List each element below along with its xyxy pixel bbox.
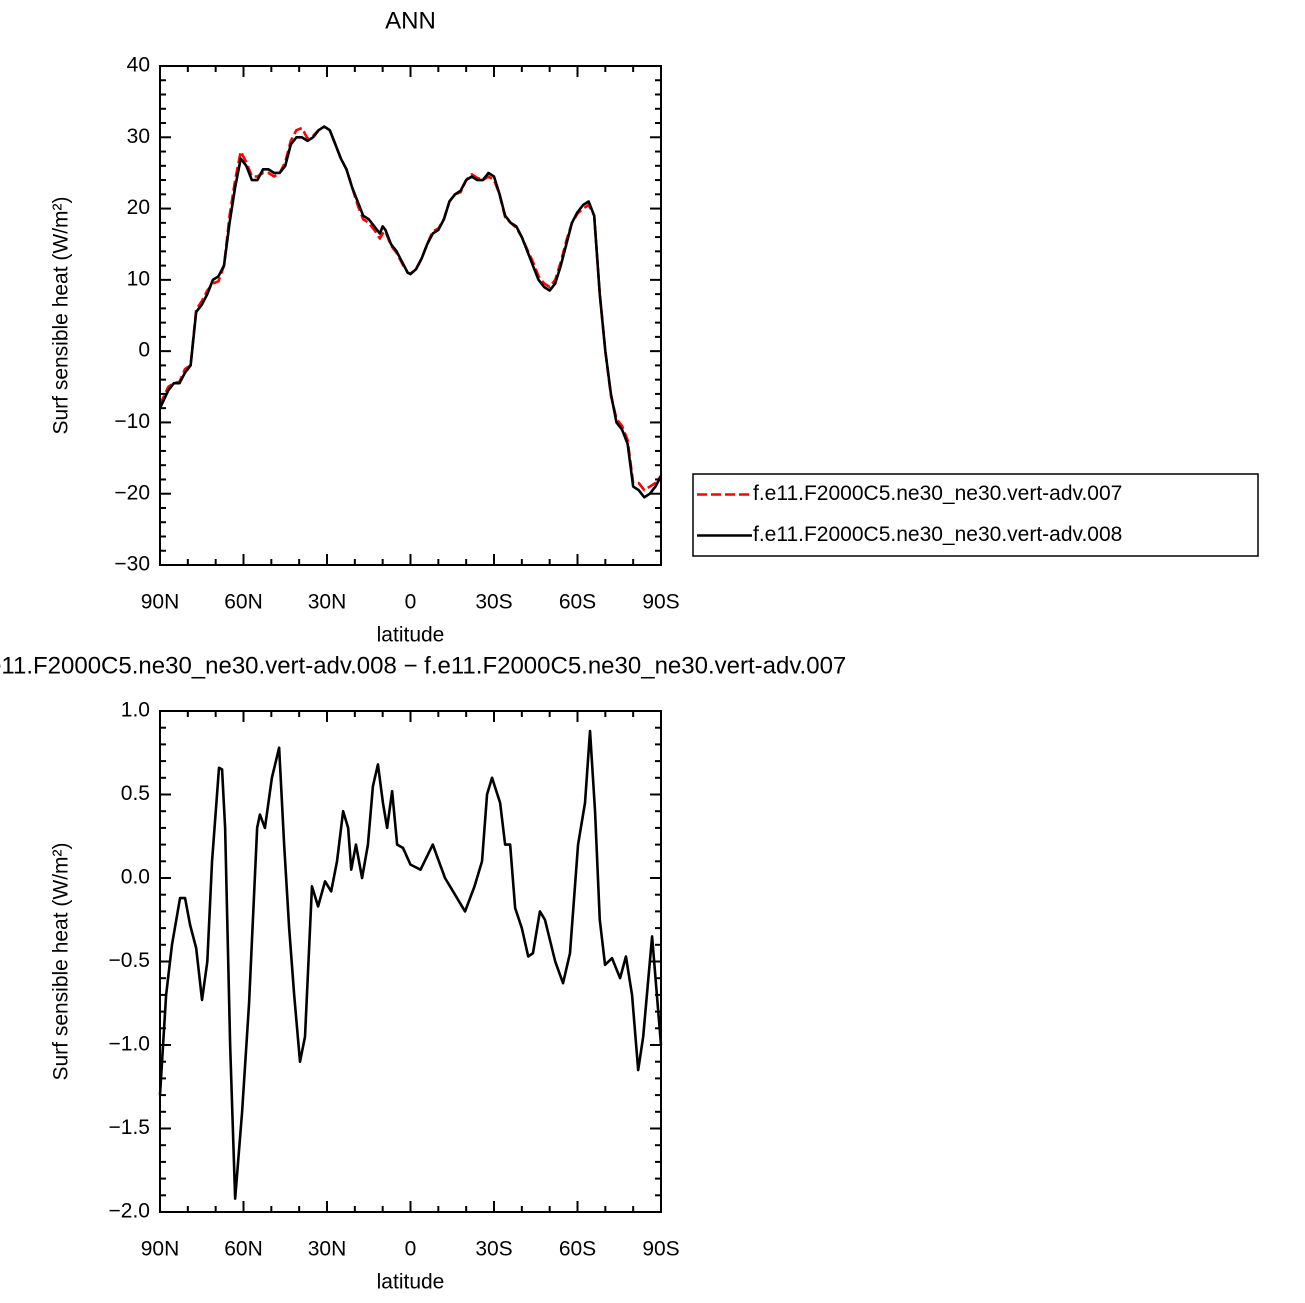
- y-tick-label: −20: [114, 481, 150, 504]
- x-tick-label: 90N: [141, 591, 180, 614]
- y-tick-label: −10: [114, 410, 150, 433]
- legend-label: f.e11.F2000C5.ne30_ne30.vert-adv.008: [753, 523, 1122, 546]
- data-line: [158, 125, 663, 499]
- legend-box: [692, 473, 1259, 557]
- x-tick-label: 30S: [475, 1238, 512, 1261]
- y-tick-label: 0: [138, 339, 150, 362]
- legend-label: f.e11.F2000C5.ne30_ne30.vert-adv.007: [753, 482, 1122, 505]
- x-axis-label: latitude: [377, 1271, 445, 1294]
- x-tick-label: 30N: [308, 591, 347, 614]
- x-tick-label: 0: [405, 591, 417, 614]
- chart-title: f.e11.F2000C5.ne30_ne30.vert-adv.008 − f…: [0, 652, 846, 679]
- y-tick-label: −0.5: [109, 949, 150, 972]
- x-tick-label: 60S: [559, 1238, 596, 1261]
- y-tick-label: −1.0: [109, 1033, 150, 1056]
- plot-frame: [159, 65, 662, 566]
- y-tick-label: 1.0: [121, 699, 150, 722]
- y-tick-label: 0.5: [121, 782, 150, 805]
- y-axis-label: Surf sensible heat (W/m²): [50, 196, 73, 434]
- x-tick-label: 60N: [224, 591, 263, 614]
- y-axis-label: Surf sensible heat (W/m²): [50, 842, 73, 1080]
- x-tick-label: 90S: [642, 1238, 679, 1261]
- x-tick-label: 60S: [559, 591, 596, 614]
- x-axis-label: latitude: [377, 624, 445, 647]
- chart-title: ANN: [385, 7, 436, 34]
- y-tick-label: 20: [127, 196, 150, 219]
- y-tick-label: 0.0: [121, 866, 150, 889]
- data-line: [158, 729, 663, 1200]
- y-tick-label: 10: [127, 267, 150, 290]
- y-tick-label: −1.5: [109, 1116, 150, 1139]
- y-tick-label: −30: [114, 553, 150, 576]
- x-tick-label: 60N: [224, 1238, 263, 1261]
- x-tick-label: 90N: [141, 1238, 180, 1261]
- x-tick-label: 30S: [475, 591, 512, 614]
- x-tick-label: 30N: [308, 1238, 347, 1261]
- y-tick-label: 40: [127, 54, 150, 77]
- x-tick-label: 0: [405, 1238, 417, 1261]
- plot-frame: [159, 710, 662, 1213]
- y-tick-label: −2.0: [109, 1200, 150, 1223]
- y-tick-label: 30: [127, 125, 150, 148]
- x-tick-label: 90S: [642, 591, 679, 614]
